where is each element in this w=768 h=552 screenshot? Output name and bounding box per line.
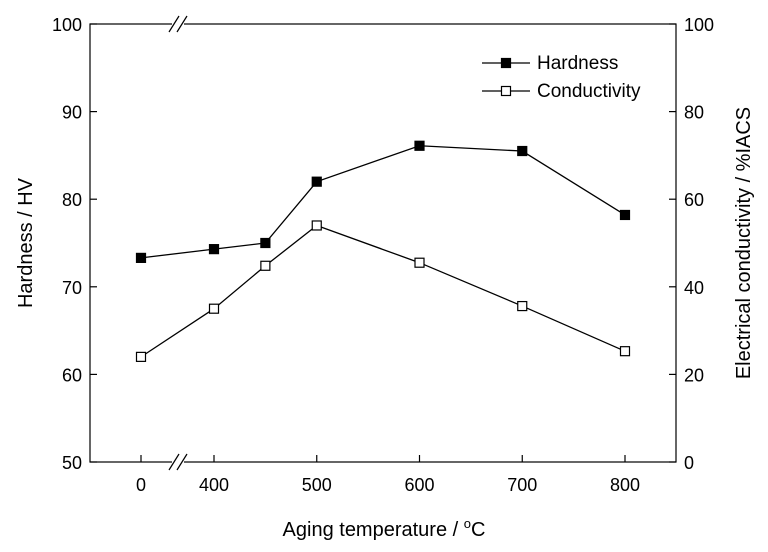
x-axis-title: Aging temperature / oC (283, 516, 486, 541)
y-right-tick-label: 60 (684, 190, 704, 210)
data-point-conductivity (311, 220, 322, 231)
data-point-conductivity (260, 260, 271, 271)
y-right-tick-label: 80 (684, 103, 704, 123)
data-point-hardness (414, 140, 425, 151)
x-tick-label: 400 (199, 475, 229, 495)
data-point-hardness (311, 176, 322, 187)
axis-break-mark (168, 15, 180, 33)
plot-frame (89, 23, 677, 463)
x-tick-label: 800 (610, 475, 640, 495)
data-point-conductivity (208, 303, 220, 314)
data-point-hardness (260, 237, 271, 249)
axis-break-marks (168, 15, 188, 471)
y-left-tick-label: 100 (52, 15, 82, 35)
ticks: 50 60 70 80 90 100 0 20 40 60 80 100 0 400 500 600 700 80… (52, 15, 714, 495)
data-point-conductivity (135, 351, 147, 362)
data-point-hardness (208, 244, 220, 255)
axis-break-gap (172, 459, 184, 465)
y-right-tick-label: 40 (684, 278, 704, 298)
data-point-conductivity (414, 257, 425, 268)
x-tick-label: 0 (136, 475, 146, 495)
legend: Hardness Conductivity (482, 53, 641, 102)
series-line-hardness (140, 145, 626, 259)
y-left-tick-label: 80 (62, 190, 82, 210)
series (135, 140, 631, 362)
data-point-conductivity (619, 346, 631, 357)
x-tick-label: 700 (507, 475, 537, 495)
legend-marker (500, 57, 512, 69)
y-right-tick-label: 100 (684, 15, 714, 35)
x-tick-label: 500 (302, 475, 332, 495)
data-point-hardness (517, 145, 528, 157)
legend-label: Hardness (537, 53, 618, 74)
axis-break-mark (168, 453, 180, 471)
axis-break-mark (176, 15, 188, 33)
left-axis-title: Hardness / HV (15, 177, 37, 308)
legend-label: Conductivity (537, 81, 641, 102)
data-point-conductivity (517, 300, 528, 312)
y-left-tick-label: 60 (62, 365, 82, 385)
data-point-hardness (135, 252, 147, 263)
axis-break-gap (172, 21, 184, 27)
y-left-tick-label: 90 (62, 103, 82, 123)
legend-marker (500, 85, 512, 97)
y-left-tick-label: 70 (62, 278, 82, 298)
axis-break-mark (176, 453, 188, 471)
x-tick-label: 600 (404, 475, 434, 495)
data-point-hardness (619, 209, 631, 221)
y-left-tick-label: 50 (62, 453, 82, 473)
y-right-tick-label: 0 (684, 453, 694, 473)
right-axis-title: Electrical conductivity / %IACS (733, 107, 755, 379)
y-right-tick-label: 20 (684, 365, 704, 385)
